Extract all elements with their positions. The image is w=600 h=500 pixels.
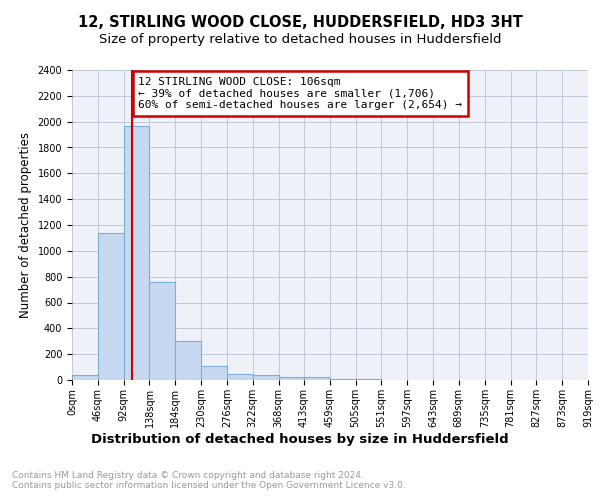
Text: Size of property relative to detached houses in Huddersfield: Size of property relative to detached ho…	[99, 32, 501, 46]
Bar	[227, 374, 253, 380]
Text: Contains HM Land Registry data © Crown copyright and database right 2024.
Contai: Contains HM Land Registry data © Crown c…	[12, 470, 406, 490]
Bar	[253, 375, 278, 380]
Bar	[124, 126, 149, 380]
Bar	[72, 376, 98, 380]
Bar	[304, 378, 330, 380]
Bar	[201, 366, 227, 380]
Text: Distribution of detached houses by size in Huddersfield: Distribution of detached houses by size …	[91, 432, 509, 446]
Bar	[175, 341, 201, 380]
Bar	[149, 282, 175, 380]
Text: 12, STIRLING WOOD CLOSE, HUDDERSFIELD, HD3 3HT: 12, STIRLING WOOD CLOSE, HUDDERSFIELD, H…	[77, 15, 523, 30]
Y-axis label: Number of detached properties: Number of detached properties	[19, 132, 32, 318]
Bar	[98, 233, 124, 380]
Bar	[278, 377, 304, 380]
Text: 12 STIRLING WOOD CLOSE: 106sqm
← 39% of detached houses are smaller (1,706)
60% : 12 STIRLING WOOD CLOSE: 106sqm ← 39% of …	[139, 77, 463, 110]
